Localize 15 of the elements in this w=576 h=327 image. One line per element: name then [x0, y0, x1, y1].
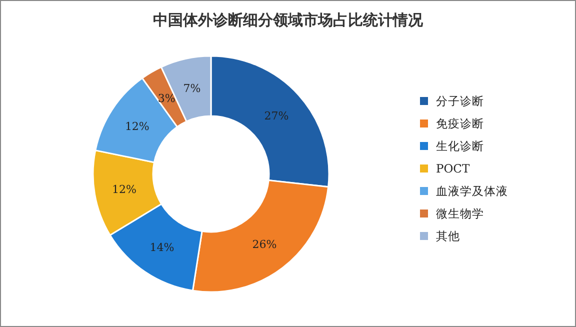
data-label: 27% — [264, 109, 289, 122]
data-label: 12% — [124, 120, 150, 134]
data-label: 7% — [183, 82, 201, 96]
data-label: 26% — [252, 238, 277, 251]
legend-label: 微生物学 — [436, 206, 484, 220]
legend-label: 免疫诊断 — [436, 116, 484, 130]
data-label: 14% — [150, 241, 174, 254]
legend-label: POCT — [436, 162, 470, 176]
legend-label: 生化诊断 — [436, 139, 484, 153]
data-label: 3% — [158, 92, 176, 106]
data-label: 12% — [112, 182, 137, 196]
legend-label: 其他 — [436, 229, 460, 243]
legend-label: 分子诊断 — [436, 94, 484, 108]
chart-title: 中国体外诊断细分领域市场占比统计情况 — [153, 11, 424, 29]
legend-label: 血液学及体液 — [436, 184, 508, 198]
